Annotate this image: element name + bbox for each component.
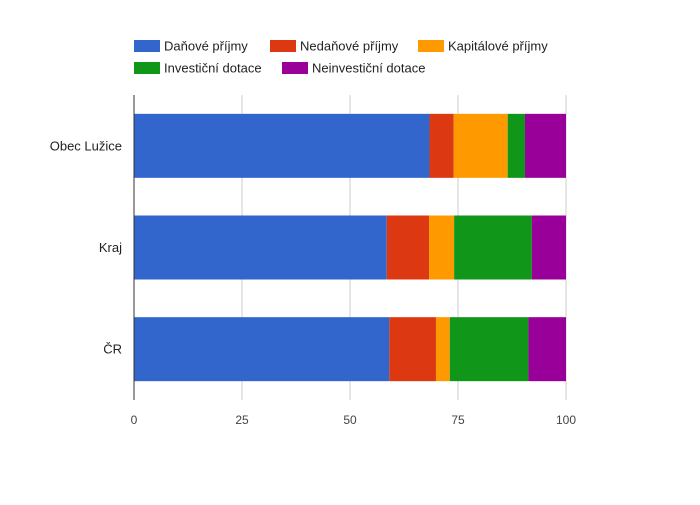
bar-obec-luzice-investicni-dotace [507,113,525,178]
bar-cr-neinvesticni-dotace [528,317,566,382]
legend-label-kapitalove-prijmy: Kapitálové příjmy [448,39,548,54]
x-tick-labels: 0 25 50 75 100 [131,413,577,427]
bar-kraj-nedanove-prijmy [386,215,430,280]
legend-swatch-neinvesticni-dotace [282,62,308,74]
x-tick-label-50: 50 [343,413,357,427]
x-tick-label-75: 75 [451,413,465,427]
legend-swatch-kapitalove-prijmy [418,40,444,52]
bar-obec-luzice-kapitalove-prijmy [453,113,508,178]
legend-swatch-nedanove-prijmy [270,40,296,52]
category-label-kraj: Kraj [99,240,122,255]
legend-item-investicni-dotace[interactable]: Investiční dotace [134,61,262,76]
category-labels: Obec Lužice Kraj ČR [50,138,122,356]
legend-label-neinvesticni-dotace: Neinvestiční dotace [312,61,425,76]
bars [134,113,566,382]
bar-cr-kapitalove-prijmy [435,317,450,382]
legend-swatch-investicni-dotace [134,62,160,74]
bar-kraj-neinvesticni-dotace [531,215,566,280]
legend-label-nedanove-prijmy: Nedaňové příjmy [300,39,399,54]
legend-item-nedanove-prijmy[interactable]: Nedaňové příjmy [270,39,399,54]
bar-cr-investicni-dotace [449,317,529,382]
bar-obec-luzice-neinvesticni-dotace [524,113,566,178]
bar-kraj-kapitalove-prijmy [429,215,455,280]
legend-swatch-danove-prijmy [134,40,160,52]
category-label-obec-luzice: Obec Lužice [50,138,122,153]
bar-kraj-danove-prijmy [134,215,387,280]
legend-label-danove-prijmy: Daňové příjmy [164,39,248,54]
legend: Daňové příjmy Nedaňové příjmy Kapitálové p… [134,39,548,76]
x-tick-label-100: 100 [556,413,576,427]
x-tick-label-25: 25 [235,413,249,427]
category-label-cr: ČR [103,342,122,357]
x-tick-label-0: 0 [131,413,138,427]
legend-item-neinvesticni-dotace[interactable]: Neinvestiční dotace [282,61,425,76]
bar-obec-luzice-danove-prijmy [134,113,430,178]
bar-obec-luzice-nedanove-prijmy [429,113,454,178]
legend-label-investicni-dotace: Investiční dotace [164,61,262,76]
legend-item-kapitalove-prijmy[interactable]: Kapitálové příjmy [418,39,548,54]
bar-kraj-investicni-dotace [454,215,532,280]
bar-cr-nedanove-prijmy [389,317,436,382]
bar-cr-danove-prijmy [134,317,390,382]
legend-item-danove-prijmy[interactable]: Daňové příjmy [134,39,248,54]
